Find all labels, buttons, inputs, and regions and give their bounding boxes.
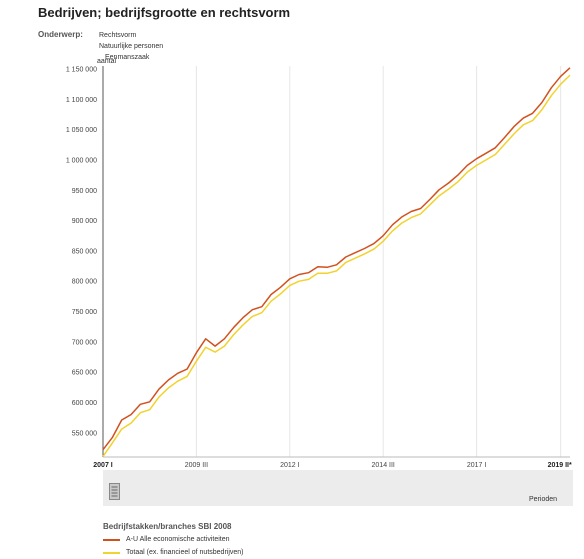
x-tick-label: 2007 I — [93, 462, 113, 469]
y-tick-label: 900 000 — [72, 218, 97, 225]
y-tick-label: 1 150 000 — [66, 67, 97, 74]
x-tick-label: 2017 I — [467, 462, 487, 469]
legend-swatch-series-2 — [103, 551, 120, 554]
y-tick-label: 950 000 — [72, 188, 97, 195]
legend-item-series-2[interactable]: Totaal (ex. financieel of nutsbedrijven) — [103, 549, 244, 556]
range-slider-icon[interactable] — [109, 483, 120, 500]
periods-axis-label: Perioden — [529, 496, 558, 503]
legend-title: Bedrijfstakken/branches SBI 2008 — [103, 522, 232, 531]
y-tick-label: 1 100 000 — [66, 97, 97, 104]
subject-label: Onderwerp: — [38, 30, 83, 39]
subject-line-natuurlijke-personen: Natuurlijke personen — [99, 43, 164, 50]
y-tick-label: 700 000 — [72, 339, 97, 346]
legend-item-series-1[interactable]: A-U Alle economische activiteiten — [103, 536, 230, 543]
period-range-slider[interactable] — [103, 470, 573, 506]
line-chart: 550 000 600 000 650 000 700 000 750 000 800 0… — [66, 66, 572, 469]
y-tick-label: 800 000 — [72, 279, 97, 286]
y-tick-label: 750 000 — [72, 309, 97, 316]
x-tick-label: 2019 II* — [548, 462, 572, 469]
x-tick-label: 2012 I — [280, 462, 300, 469]
legend-swatch-series-1 — [103, 538, 120, 541]
series-line-2 — [102, 74, 571, 457]
series-line-1 — [102, 67, 571, 451]
subject-line-rechtsvorm: Rechtsvorm — [99, 32, 137, 39]
legend-label-series-2: Totaal (ex. financieel of nutsbedrijven) — [126, 549, 244, 556]
y-tick-label: 1 000 000 — [66, 157, 97, 164]
x-tick-label: 2009 III — [185, 462, 208, 469]
legend-label-series-1: A-U Alle economische activiteiten — [126, 536, 230, 543]
subject-breadcrumb: Rechtsvorm Natuurlijke personen Eenmansz… — [99, 30, 163, 63]
y-tick-label: 1 050 000 — [66, 127, 97, 134]
y-tick-label: 650 000 — [72, 370, 97, 377]
y-tick-label: 600 000 — [72, 400, 97, 407]
y-tick-label: 850 000 — [72, 248, 97, 255]
y-tick-label: 550 000 — [72, 430, 97, 437]
y-axis-unit-label: aantal — [97, 58, 117, 65]
subject-line-eenmanszaak: Eenmanszaak — [105, 54, 150, 61]
x-tick-label: 2014 III — [372, 462, 395, 469]
page-title: Bedrijven; bedrijfsgrootte en rechtsvorm — [38, 5, 291, 20]
